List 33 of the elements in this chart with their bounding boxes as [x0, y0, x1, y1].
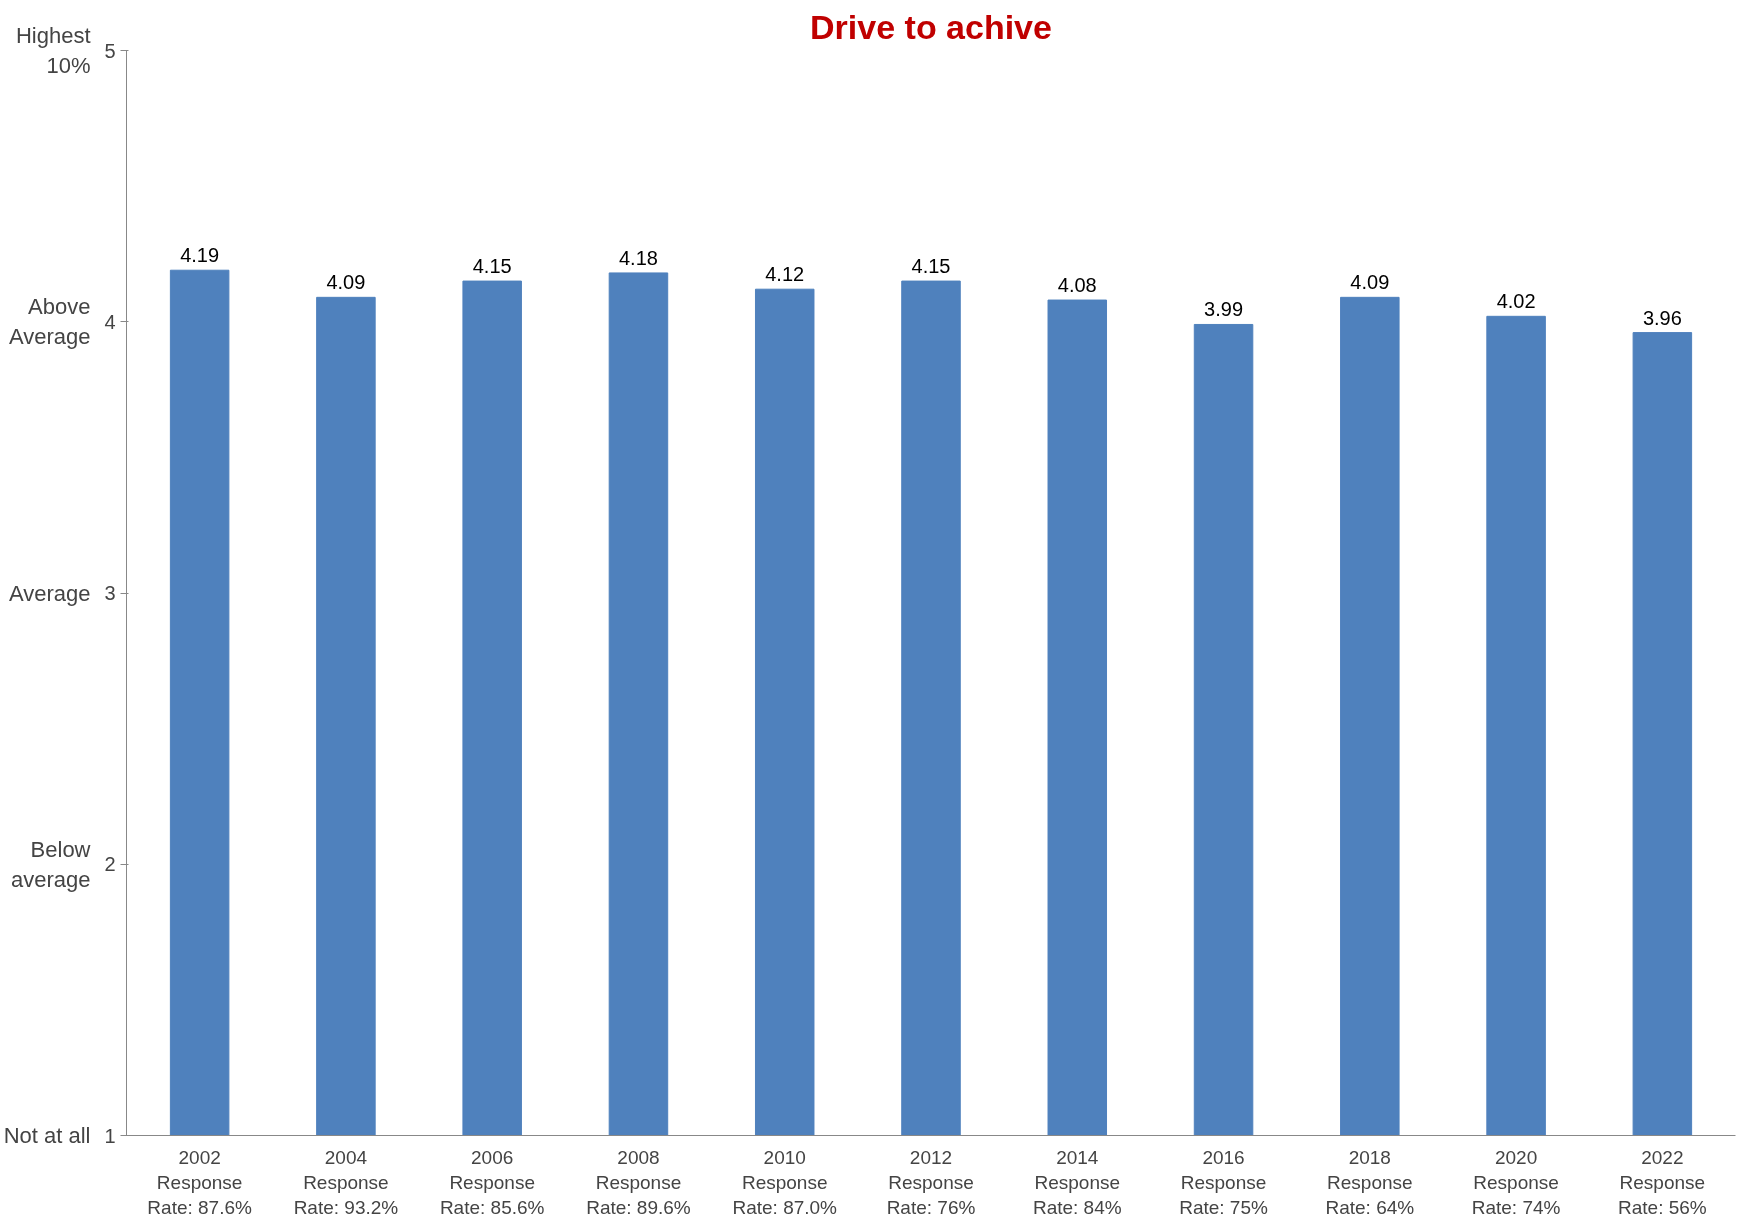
data-label: 3.99 — [1204, 298, 1244, 321]
x-tick-label: 2014 Response Rate: 84% — [1032, 1146, 1122, 1218]
chart-title: Drive to achive — [810, 7, 1052, 46]
y-tick-label: 4 — [104, 310, 116, 333]
text: Average — [8, 580, 91, 606]
x-tick-label: 2018 Response Rate: 64% — [1325, 1146, 1415, 1218]
data-label: 4.02 — [1496, 290, 1536, 313]
data-label: 3.96 — [1642, 306, 1682, 329]
text: Below average — [11, 836, 91, 892]
data-label: 4.09 — [326, 271, 366, 294]
x-tick-label: 2004 Response Rate: 93.2% — [293, 1146, 399, 1218]
data-label: 4.15 — [472, 255, 512, 278]
x-tick-label: 2010 Response Rate: 87.0% — [732, 1146, 838, 1218]
data-label: 4.08 — [1057, 274, 1097, 297]
text: Not at all — [3, 1123, 91, 1148]
y-tick-label: 1 — [104, 1124, 116, 1147]
x-tick-label: 2008 Response Rate: 89.6% — [586, 1146, 691, 1218]
x-tick-label: 2012 Response Rate: 76% — [886, 1146, 976, 1218]
text: Highest 10% — [15, 23, 91, 78]
x-tick-label: 2002 Response Rate: 87.6% — [147, 1146, 253, 1218]
data-label: 4.09 — [1350, 271, 1390, 294]
y-tick-label: 2 — [104, 853, 116, 876]
data-label: 4.19 — [180, 244, 220, 267]
x-tick-label: 2020 Response Rate: 74% — [1471, 1146, 1561, 1218]
data-label: 4.18 — [618, 246, 658, 269]
x-tick-label: 2022 Response Rate: 56% — [1618, 1146, 1707, 1218]
y-tick-label: 3 — [104, 582, 116, 604]
text: Above Average — [8, 294, 91, 350]
y-tick-label: 5 — [104, 39, 116, 62]
x-tick-label: 2016 Response Rate: 75% — [1179, 1146, 1269, 1218]
x-tick-label: 2006 Response Rate: 85.6% — [439, 1146, 545, 1218]
data-label: 4.15 — [911, 255, 951, 278]
data-label: 4.12 — [765, 263, 805, 286]
